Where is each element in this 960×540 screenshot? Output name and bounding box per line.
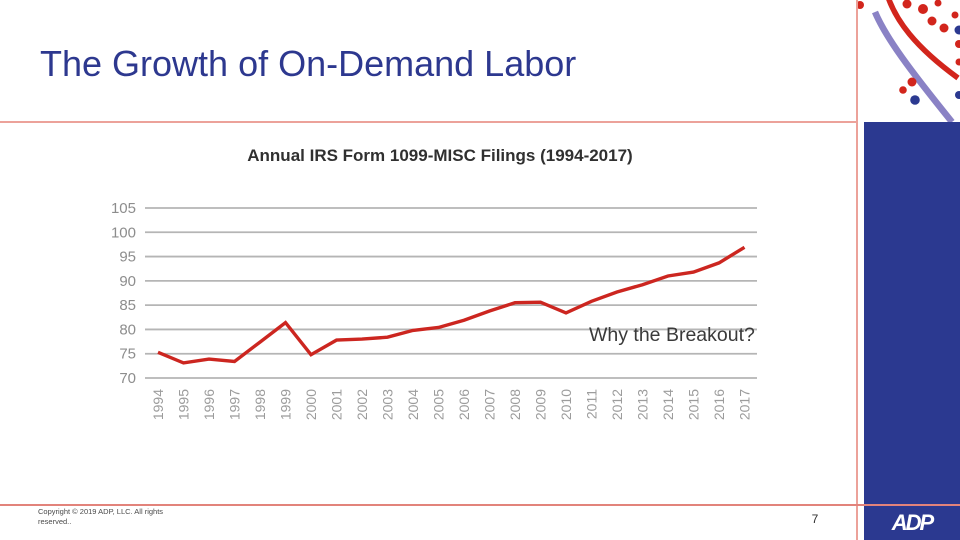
svg-text:1998: 1998 [252,389,268,420]
svg-text:70: 70 [119,370,136,387]
svg-text:85: 85 [119,297,136,314]
copyright-text: Copyright © 2019 ADP, LLC. All rights re… [38,507,163,527]
svg-text:2000: 2000 [303,389,319,420]
copyright-line2: reserved.. [38,517,72,526]
blue-dots-icon [910,25,960,105]
svg-text:1995: 1995 [176,389,192,420]
svg-text:75: 75 [119,346,136,363]
svg-text:2012: 2012 [609,389,625,420]
line-chart: 105 100 95 90 85 80 75 70 1994 1995 1996 1997 1998 19… [100,195,780,445]
svg-text:2009: 2009 [533,389,549,420]
svg-text:1994: 1994 [150,389,166,420]
svg-text:2010: 2010 [558,389,574,420]
svg-text:80: 80 [119,321,136,338]
svg-text:1997: 1997 [227,389,243,420]
svg-text:95: 95 [119,249,136,266]
svg-text:2006: 2006 [456,389,472,420]
line-chart-svg: 105 100 95 90 85 80 75 70 1994 1995 1996 1997 1998 19… [111,200,757,420]
red-dots-icon [858,0,960,94]
svg-text:2005: 2005 [431,389,447,420]
svg-text:2011: 2011 [584,389,600,419]
svg-text:2003: 2003 [380,389,396,420]
svg-text:1996: 1996 [201,389,217,420]
chart-annotation: Why the Breakout? [589,324,755,346]
svg-text:105: 105 [111,200,136,217]
svg-text:2001: 2001 [329,389,345,420]
corner-decoration-art [858,0,960,122]
copyright-line1: Copyright © 2019 ADP, LLC. All rights [38,507,164,516]
svg-text:2016: 2016 [711,389,727,420]
svg-text:1999: 1999 [278,389,294,420]
chart-title: Annual IRS Form 1099-MISC Filings (1994-… [247,146,633,165]
slide-title: The Growth of On-Demand Labor [40,43,577,84]
page-number: 7 [811,512,819,526]
svg-text:2013: 2013 [635,389,651,420]
footer-divider-line [0,504,960,506]
svg-text:2004: 2004 [405,389,421,420]
adp-logo: ADP [891,509,934,535]
header-divider-line [0,121,857,123]
right-divider-line [856,0,858,540]
svg-text:90: 90 [119,273,136,290]
svg-text:100: 100 [111,224,136,241]
svg-text:2008: 2008 [507,389,523,420]
svg-text:2002: 2002 [354,389,370,420]
purple-swoosh-icon [872,10,955,122]
red-swoosh-icon [886,0,960,81]
right-sidebar-bar [864,122,960,540]
svg-text:2015: 2015 [686,389,702,420]
svg-text:2017: 2017 [737,389,753,420]
svg-text:2007: 2007 [482,389,498,420]
svg-text:2014: 2014 [660,389,676,420]
